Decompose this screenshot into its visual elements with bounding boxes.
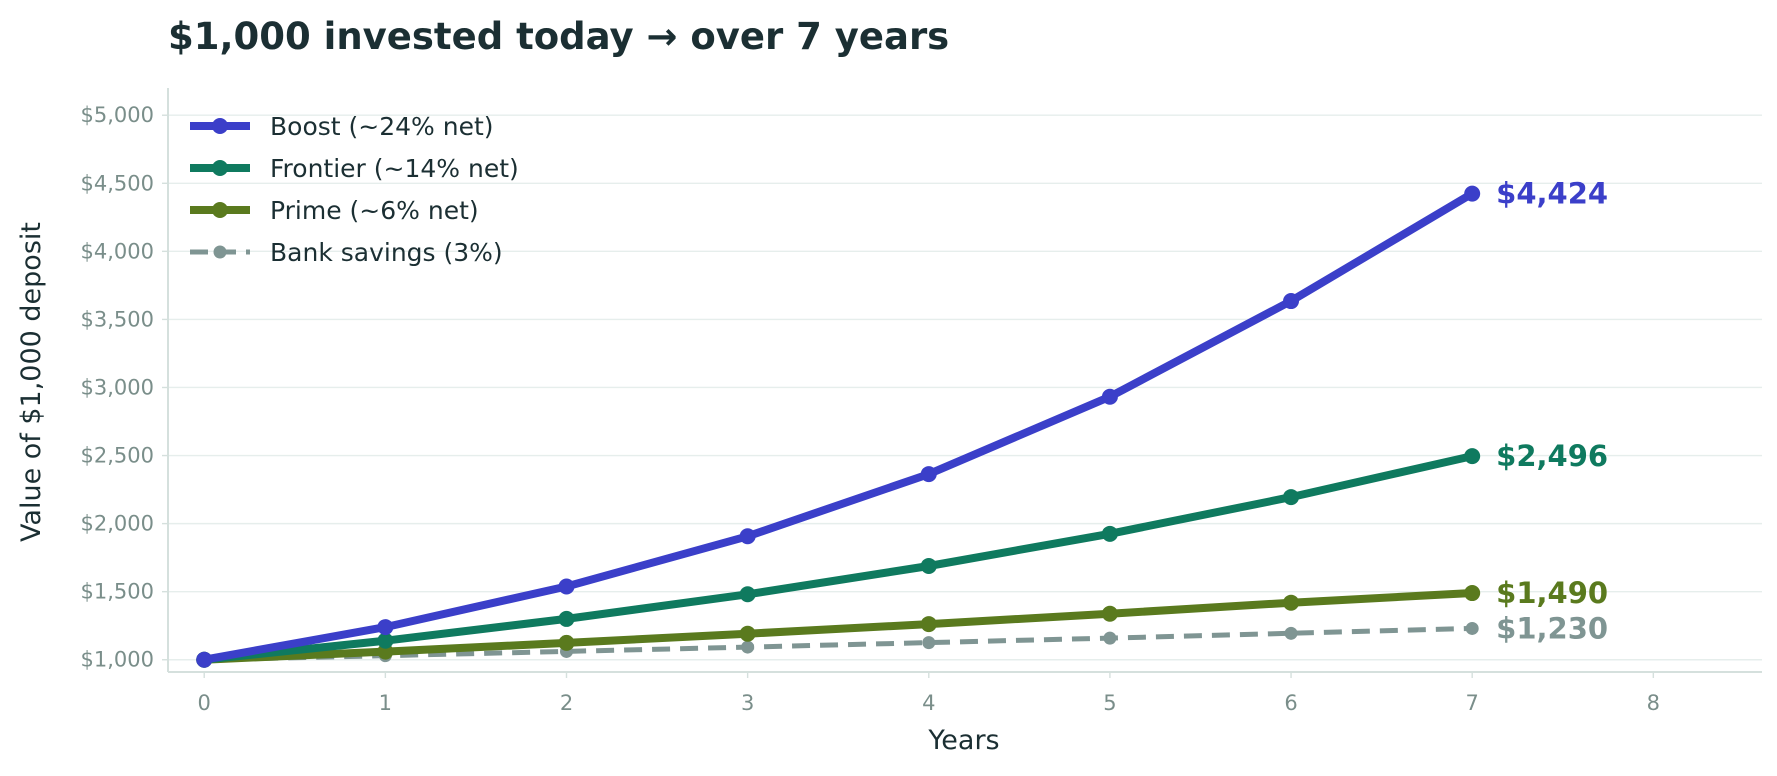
data-point	[1103, 631, 1117, 645]
series-line	[200, 589, 1477, 664]
x-tick-label: 5	[1103, 691, 1116, 715]
y-tick-label: $2,500	[81, 444, 154, 468]
y-tick-label: $4,000	[81, 239, 154, 263]
y-axis-ticks: $1,000 $1,500 $2,000 $2,500 $3,000 $3,500 $4,0…	[81, 103, 168, 672]
legend-swatch-marker	[212, 160, 228, 176]
x-tick-label: 3	[741, 691, 754, 715]
axes	[167, 88, 1762, 673]
legend-label: Frontier (~14% net)	[270, 154, 519, 183]
x-tick-label: 7	[1465, 691, 1478, 715]
x-tick-label: 2	[560, 691, 573, 715]
y-tick-label: $1,000	[81, 648, 154, 672]
end-value-label: $2,496	[1496, 439, 1608, 473]
legend-label: Prime (~6% net)	[270, 196, 479, 225]
data-point	[1283, 293, 1300, 310]
data-point	[1101, 388, 1118, 405]
series-line	[204, 625, 1473, 663]
y-tick-label: $2,000	[81, 512, 154, 536]
data-point	[1283, 489, 1300, 506]
data-point	[1465, 621, 1479, 635]
y-tick-label: $3,500	[81, 307, 154, 331]
data-point	[1101, 525, 1118, 542]
x-axis-label: Years	[927, 725, 999, 756]
x-tick-label: 4	[922, 691, 935, 715]
x-tick-label: 1	[379, 691, 392, 715]
data-point	[920, 557, 937, 574]
data-point	[1284, 626, 1298, 640]
x-tick-label: 8	[1647, 691, 1660, 715]
x-tick-label: 0	[198, 691, 211, 715]
gridlines	[168, 114, 1762, 661]
data-point	[739, 586, 756, 603]
y-tick-label: $4,500	[81, 171, 154, 195]
end-value-label: $1,490	[1496, 576, 1608, 610]
y-axis-label: Value of $1,000 deposit	[16, 222, 47, 542]
series-line	[200, 452, 1477, 664]
data-point	[558, 610, 575, 627]
data-point	[558, 634, 575, 651]
end-value-label: $4,424	[1496, 177, 1608, 211]
legend-label: Boost (~24% net)	[270, 112, 494, 141]
legend: Boost (~24% net) Frontier (~14% net) Prime…	[190, 112, 519, 267]
data-point	[377, 632, 394, 649]
legend-swatch-marker	[212, 118, 228, 134]
data-point	[920, 466, 937, 483]
data-point	[1464, 185, 1481, 202]
data-point	[922, 636, 936, 650]
data-point	[1464, 448, 1481, 465]
y-tick-label: $3,000	[81, 375, 154, 399]
end-labels: $1,230$1,490 $2,496 $4,424	[1496, 177, 1608, 646]
data-point	[741, 640, 755, 654]
data-point	[920, 616, 937, 633]
y-tick-label: $5,000	[81, 103, 154, 127]
data-point	[1283, 594, 1300, 611]
x-tick-label: 6	[1284, 691, 1297, 715]
x-axis-ticks: 0 1 2 3 4 5 6 7 8	[198, 672, 1660, 715]
data-point	[739, 528, 756, 545]
y-tick-label: $1,500	[81, 580, 154, 604]
legend-swatch-marker	[212, 202, 228, 218]
legend-swatch-marker	[213, 245, 227, 259]
data-point	[739, 625, 756, 642]
data-point	[1464, 585, 1481, 602]
data-point	[558, 578, 575, 595]
series-line	[200, 189, 1477, 664]
legend-label: Bank savings (3%)	[270, 238, 503, 267]
end-value-label: $1,230	[1496, 611, 1608, 645]
data-point	[1101, 605, 1118, 622]
data-point	[196, 651, 213, 668]
chart-title: $1,000 invested today → over 7 years	[168, 15, 949, 58]
series-group	[196, 185, 1481, 668]
data-point	[377, 619, 394, 636]
